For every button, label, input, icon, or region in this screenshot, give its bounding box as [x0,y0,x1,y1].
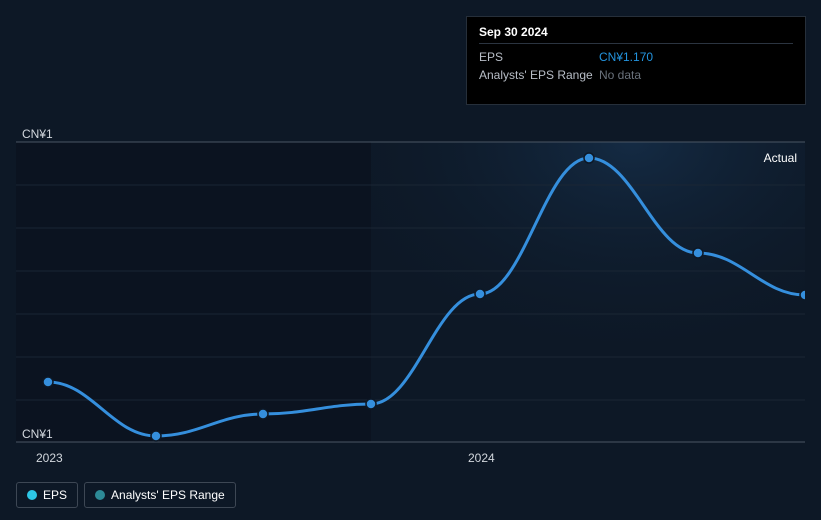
tooltip-range-label: Analysts' EPS Range [479,66,599,84]
y-tick-top: CN¥1 [22,127,53,141]
legend-item-range[interactable]: Analysts' EPS Range [84,482,236,508]
legend-dot-eps [27,490,37,500]
chart-area: CN¥1 CN¥1 Actual 2023 2024 [16,115,805,455]
actual-region-label: Actual [764,151,797,165]
tooltip-eps-label: EPS [479,48,599,66]
tooltip-date: Sep 30 2024 [479,25,793,44]
tooltip-range-value: No data [599,66,641,84]
tooltip-row-range: Analysts' EPS Range No data [479,66,793,84]
x-tick-2023: 2023 [36,451,63,465]
tooltip-panel: Sep 30 2024 EPS CN¥1.170 Analysts' EPS R… [466,16,806,105]
legend-label-eps: EPS [43,488,67,502]
tooltip-row-eps: EPS CN¥1.170 [479,48,793,66]
legend-item-eps[interactable]: EPS [16,482,78,508]
line-chart-svg [16,115,805,455]
legend-label-range: Analysts' EPS Range [111,488,225,502]
chart-container: Sep 30 2024 EPS CN¥1.170 Analysts' EPS R… [0,0,821,520]
legend: EPS Analysts' EPS Range [16,482,236,508]
y-tick-bottom: CN¥1 [22,427,53,441]
legend-dot-range [95,490,105,500]
tooltip-eps-value: CN¥1.170 [599,48,653,66]
x-tick-2024: 2024 [468,451,495,465]
